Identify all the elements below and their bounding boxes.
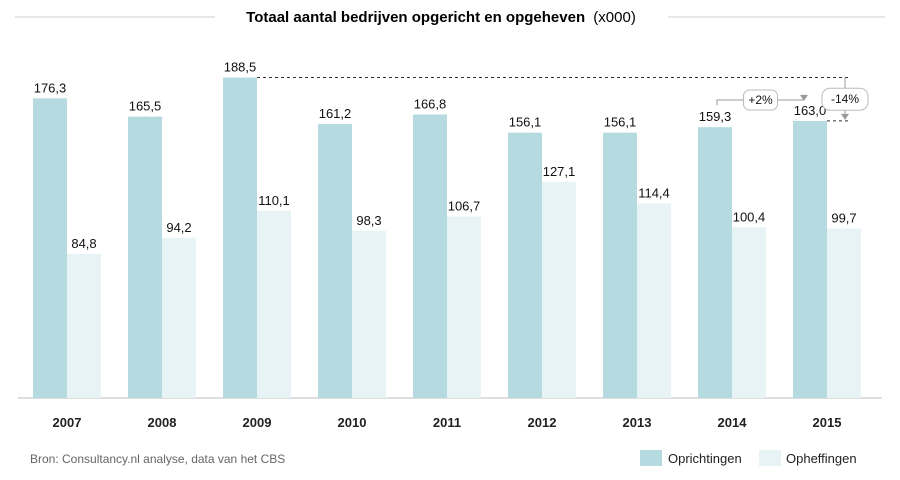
bar-oprichtingen-2009 — [223, 77, 257, 399]
x-tick-label-2014: 2014 — [718, 415, 748, 430]
annotation-box-plus2 — [743, 89, 778, 111]
x-tick-label-2009: 2009 — [243, 415, 272, 430]
bar-opheffingen-2012 — [542, 181, 576, 398]
annotations: +2% -14% — [257, 77, 869, 122]
chart-title-main: Totaal aantal bedrijven opgericht en opg… — [246, 9, 585, 26]
legend-swatch-opheffingen — [759, 450, 781, 466]
chart-title-unit: (x000) — [593, 9, 636, 26]
data-label-oprichtingen-2013: 156,1 — [604, 115, 637, 130]
data-label-opheffingen-2010: 98,3 — [356, 213, 381, 228]
data-label-opheffingen-2014: 100,4 — [733, 209, 766, 224]
x-tick-label-2012: 2012 — [528, 415, 557, 430]
legend-label-opheffingen: Opheffingen — [786, 451, 857, 466]
x-tick-label-2008: 2008 — [148, 415, 177, 430]
bar-opheffingen-2008 — [162, 237, 196, 398]
x-tick-label-2013: 2013 — [623, 415, 652, 430]
x-tick-label-2011: 2011 — [433, 415, 461, 430]
plot-area: 176,3 84,8 2007 165,5 94,2 2008 188,5 110,1 2009… — [18, 60, 882, 430]
bar-oprichtingen-2014 — [698, 127, 732, 398]
source-note: Bron: Consultancy.nl analyse, data van h… — [30, 452, 285, 466]
bar-oprichtingen-2007 — [33, 98, 67, 398]
data-label-opheffingen-2013: 114,4 — [638, 186, 670, 201]
data-label-oprichtingen-2010: 161,2 — [319, 106, 352, 121]
bar-oprichtingen-2008 — [128, 116, 162, 399]
bar-opheffingen-2009 — [257, 210, 291, 398]
bar-opheffingen-2010 — [352, 230, 386, 398]
bar-oprichtingen-2010 — [318, 123, 352, 399]
data-label-oprichtingen-2009: 188,5 — [224, 60, 257, 75]
annotation-label-minus14: -14% — [831, 92, 859, 106]
bar-opheffingen-2011 — [447, 216, 481, 398]
data-label-opheffingen-2012: 127,1 — [543, 164, 576, 179]
data-label-oprichtingen-2008: 165,5 — [129, 99, 162, 114]
bar-oprichtingen-2013 — [603, 132, 637, 398]
data-label-oprichtingen-2011: 166,8 — [414, 96, 447, 111]
x-tick-label-2010: 2010 — [338, 415, 367, 430]
legend-label-oprichtingen: Oprichtingen — [668, 451, 742, 466]
bar-oprichtingen-2011 — [413, 114, 447, 398]
data-label-opheffingen-2011: 106,7 — [448, 199, 481, 214]
data-label-opheffingen-2009: 110,1 — [258, 193, 290, 208]
data-label-oprichtingen-2014: 159,3 — [699, 109, 732, 124]
annotation-arrowhead-plus2 — [800, 94, 808, 101]
title-group: Totaal aantal bedrijven opgericht en opg… — [15, 9, 885, 26]
bar-opheffingen-2014 — [732, 227, 766, 398]
bar-oprichtingen-2015 — [793, 120, 827, 399]
data-label-opheffingen-2007: 84,8 — [71, 236, 96, 251]
chart-title: Totaal aantal bedrijven opgericht en opg… — [246, 9, 636, 26]
x-tick-label-2015: 2015 — [813, 415, 842, 430]
legend-swatch-oprichtingen — [640, 450, 662, 466]
data-label-opheffingen-2008: 94,2 — [166, 220, 191, 235]
annotation-box-minus14 — [821, 87, 869, 111]
data-label-opheffingen-2015: 99,7 — [831, 211, 856, 226]
annotation-label-plus2: +2% — [748, 93, 773, 107]
bar-opheffingen-2015 — [827, 228, 861, 398]
annotation-arrowhead-minus14 — [841, 113, 849, 120]
data-label-oprichtingen-2015: 163,0 — [794, 103, 827, 118]
bar-opheffingen-2013 — [637, 203, 671, 398]
x-tick-label-2007: 2007 — [53, 415, 82, 430]
bar-oprichtingen-2012 — [508, 132, 542, 398]
data-label-oprichtingen-2007: 176,3 — [34, 80, 67, 95]
bar-opheffingen-2007 — [67, 253, 101, 398]
legend: Oprichtingen Opheffingen — [640, 450, 857, 466]
data-label-oprichtingen-2012: 156,1 — [509, 115, 542, 130]
